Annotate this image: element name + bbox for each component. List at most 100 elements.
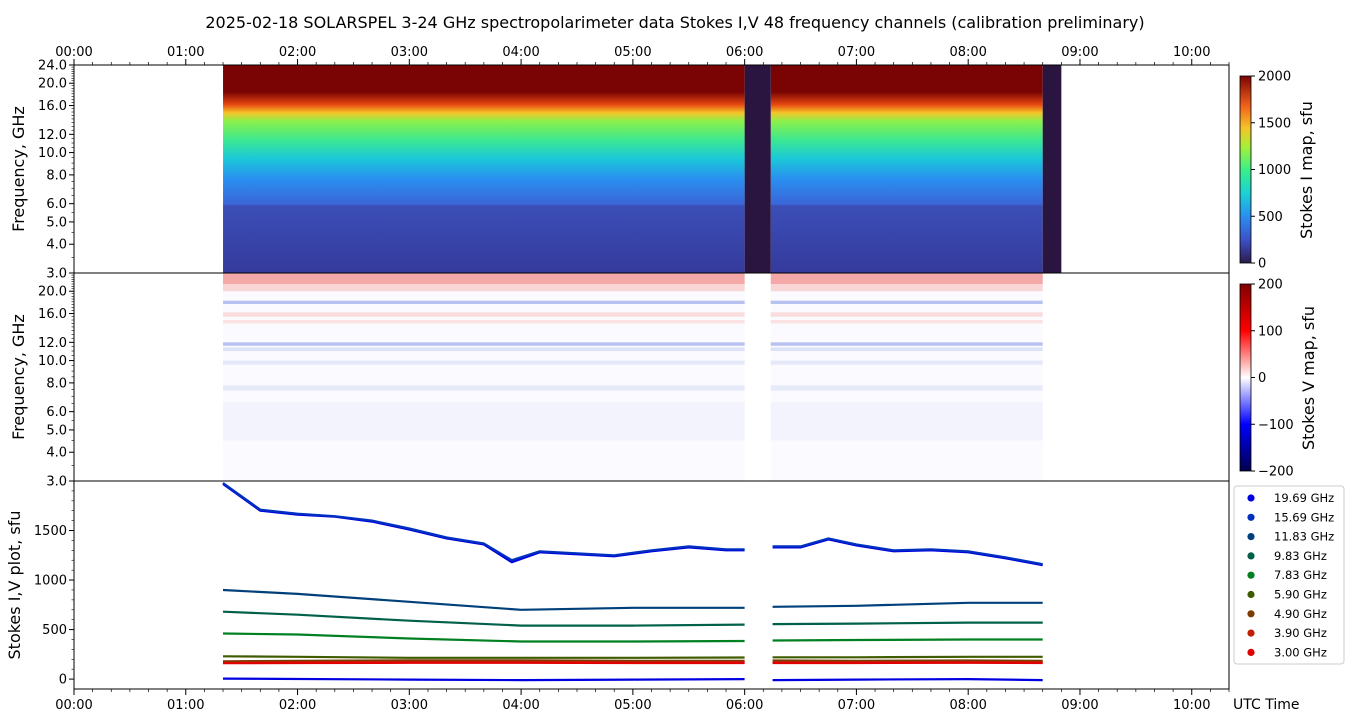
stokes-i-y-ticks: 3.0 4.0 5.0 6.0 8.0 10.0 12.0 16.0 20.0 24.0 — [38, 59, 74, 282]
value-tick-label: 1000 — [34, 574, 67, 589]
stokes-v-band — [223, 360, 745, 365]
frequency-legend: 19.69 GHz 15.69 GHz 11.83 GHz 9.83 GHz 7.83 … — [1233, 485, 1345, 665]
stokes-i-data-gap — [744, 65, 771, 273]
stokes-i-map-segment — [770, 65, 1043, 273]
x-axis-label: UTC Time — [1233, 697, 1299, 713]
top-time-tick-label: 01:00 — [167, 45, 204, 60]
value-tick-label: 0 — [59, 673, 67, 688]
colorbar-tick-label: 0 — [1258, 371, 1266, 386]
stokes-v-band — [770, 342, 1043, 346]
frequency-tick-label: 8.0 — [46, 376, 67, 391]
top-time-tick-label: 03:00 — [391, 45, 428, 60]
legend-marker — [1247, 648, 1255, 657]
bottom-time-tick-label: 09:00 — [1061, 698, 1098, 713]
legend-marker — [1247, 629, 1255, 637]
stokes-v-band — [770, 312, 1043, 317]
legend-label: 19.69 GHz — [1274, 491, 1334, 505]
stokes-v-band — [223, 284, 745, 292]
top-time-tick-label: 08:00 — [949, 45, 986, 60]
colorbar-tick-label: 1500 — [1258, 116, 1291, 131]
legend-marker — [1247, 571, 1255, 579]
top-time-tick-label: 00:00 — [55, 45, 92, 60]
top-time-tick-label: 07:00 — [838, 45, 875, 60]
colorbar-tick-label: 500 — [1258, 210, 1283, 225]
top-time-tick-label: 09:00 — [1061, 45, 1098, 60]
stokes-v-ylabel: Frequency, GHz — [9, 314, 28, 440]
bottom-time-axis: 00:00 01:00 02:00 03:00 04:00 05:00 06:00 07:00… — [55, 689, 1230, 713]
colorbar-tick-label: 200 — [1258, 278, 1283, 293]
stokes-i-panel: 3.0 4.0 5.0 6.0 8.0 10.0 12.0 16.0 20.0 24.0 Freq… — [9, 59, 1230, 282]
legend-label: 11.83 GHz — [1274, 530, 1334, 544]
stokes-v-colorbar-label: Stokes V map, sfu — [1299, 306, 1318, 450]
series-line — [772, 655, 1043, 659]
stokes-v-band — [223, 320, 745, 324]
frequency-tick-label: 3.0 — [46, 475, 67, 490]
top-time-tick-label: 05:00 — [614, 45, 651, 60]
frequency-tick-label: 10.0 — [38, 146, 67, 161]
bottom-time-tick-label: 01:00 — [167, 698, 204, 713]
stokes-v-band — [770, 320, 1043, 324]
series-line — [772, 638, 1043, 642]
stokes-v-heatmap — [223, 273, 1043, 481]
series-line — [772, 621, 1043, 626]
bottom-time-tick-label: 00:00 — [55, 698, 92, 713]
stokes-line-y-ticks: 0 500 1000 1500 — [34, 490, 74, 688]
bottom-time-tick-label: 02:00 — [279, 698, 316, 713]
legend-label: 4.90 GHz — [1274, 607, 1327, 621]
legend-label: 15.69 GHz — [1274, 510, 1334, 524]
stokes-i-colorbar: 0 500 1000 1500 2000 Stokes I map, sfu — [1239, 70, 1316, 272]
frequency-tick-label: 16.0 — [38, 99, 67, 114]
colorbar-tick-label: 100 — [1258, 324, 1283, 339]
bottom-time-tick-label: 06:00 — [726, 698, 763, 713]
colorbar-tick-label: −200 — [1258, 465, 1294, 480]
bottom-time-tick-label: 08:00 — [949, 698, 986, 713]
stokes-i-data-gap — [1042, 65, 1062, 273]
top-time-axis: 00:00 01:00 02:00 03:00 04:00 05:00 06:00 07:00… — [55, 45, 1230, 65]
bottom-time-tick-label: 05:00 — [614, 698, 651, 713]
colorbar-tick-label: 2000 — [1258, 70, 1291, 85]
frequency-tick-label: 6.0 — [46, 197, 67, 212]
colorbar-tick-label: 0 — [1258, 257, 1266, 272]
top-time-tick-label: 10:00 — [1173, 45, 1210, 60]
stokes-v-band — [223, 402, 745, 441]
legend-marker — [1247, 494, 1255, 502]
legend-label: 5.90 GHz — [1274, 588, 1327, 602]
stokes-v-map-segment — [223, 273, 745, 481]
frequency-tick-label: 12.0 — [38, 336, 67, 351]
series-line — [222, 588, 745, 611]
stokes-line-plot — [222, 482, 1043, 682]
stokes-i-ylabel: Frequency, GHz — [9, 106, 28, 232]
stokes-v-colorbar-scale — [1239, 283, 1252, 472]
stokes-v-colorbar: −200 −100 0 100 200 Stokes V map, sfu — [1239, 278, 1318, 480]
stokes-i-colorbar-ticks: 0 500 1000 1500 2000 — [1251, 70, 1291, 272]
stokes-v-colorbar-ticks: −200 −100 0 100 200 — [1251, 278, 1294, 480]
bottom-time-tick-label: 04:00 — [502, 698, 539, 713]
frequency-tick-label: 4.0 — [46, 238, 67, 253]
stokes-v-map-segment — [770, 273, 1043, 481]
bottom-time-tick-label: 03:00 — [391, 698, 428, 713]
series-line — [222, 482, 745, 562]
stokes-v-band — [770, 402, 1043, 441]
stokes-v-band — [223, 347, 745, 352]
stokes-v-panel: 3.0 4.0 5.0 6.0 8.0 10.0 12.0 16.0 20.0 Frequenc… — [9, 272, 1230, 490]
series-line — [772, 677, 1043, 682]
bottom-time-tick-label: 07:00 — [838, 698, 875, 713]
legend-label: 7.83 GHz — [1274, 568, 1327, 582]
legend-marker — [1247, 533, 1255, 541]
value-tick-label: 1500 — [34, 524, 67, 539]
series-line — [772, 537, 1043, 566]
frequency-tick-label: 10.0 — [38, 354, 67, 369]
stokes-v-band — [223, 342, 745, 346]
frequency-tick-label: 20.0 — [38, 77, 67, 92]
legend-label: 9.83 GHz — [1274, 549, 1327, 563]
stokes-i-colorbar-scale — [1239, 75, 1252, 264]
legend-marker — [1247, 610, 1255, 618]
stokes-v-band — [770, 347, 1043, 352]
value-tick-label: 500 — [42, 623, 67, 638]
stokes-line-panel: 0 500 1000 1500 Stokes I,V plot, sfu — [5, 480, 1230, 690]
stokes-v-band — [770, 273, 1043, 285]
bottom-time-tick-label: 10:00 — [1173, 698, 1210, 713]
frequency-tick-label: 8.0 — [46, 168, 67, 183]
legend-marker — [1247, 590, 1255, 599]
